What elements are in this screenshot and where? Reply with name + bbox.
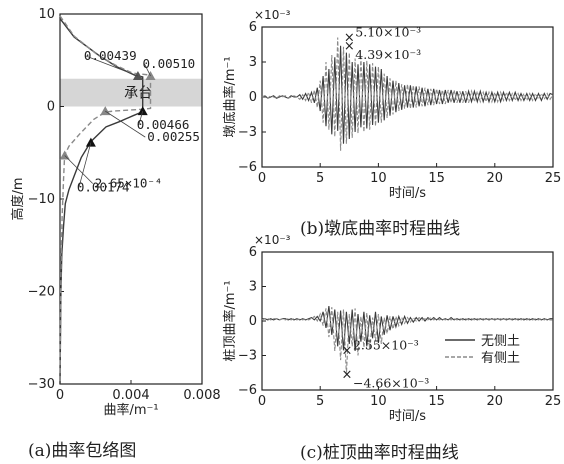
peak-marker-b-1: × (344, 39, 355, 54)
y-axis-label-a: 高度/m (10, 177, 26, 220)
x-tick-label-a: 0 (56, 388, 64, 403)
peak-marker-b-0: × (344, 31, 355, 46)
x-tick-label-c: 0 (258, 394, 266, 409)
curvature-marker-4 (85, 137, 96, 147)
curvature-marker-label-4: 0.00174 (77, 180, 130, 195)
x-axis-label-c: 时间/s (389, 409, 426, 424)
peak-label-b-0: 5.10×10⁻³ (355, 25, 421, 40)
curvature-marker-label-2: 0.00466 (137, 117, 190, 132)
curvature-leader-0 (85, 55, 139, 77)
curvature-marker-label-0: 0.00439 (84, 48, 137, 63)
series-line-a-0 (59, 18, 144, 385)
x-axis-label-a: 曲率/m⁻¹ (103, 402, 158, 418)
y-axis-label-b: 墩底曲率/m⁻¹ (222, 56, 238, 137)
y-tick-label-b: −6 (238, 160, 257, 175)
peak-label-b-1: 4.39×10⁻³ (355, 47, 421, 62)
x-tick-label-a: 0.004 (112, 388, 149, 403)
y-tick-label-c: −3 (238, 349, 257, 364)
peak-marker-c-0: × (342, 343, 353, 358)
cap-band-label: 承台 (124, 86, 152, 102)
peak-label-c-0: 2.55×10⁻³ (353, 337, 419, 352)
x-tick-label-b: 25 (545, 171, 562, 186)
x-tick-label-b: 20 (487, 171, 504, 186)
curvature-marker-label-3: 0.00255 (147, 129, 200, 144)
x-tick-label-c: 10 (370, 394, 387, 409)
x-tick-label-c: 5 (316, 394, 324, 409)
x-tick-label-c: 20 (487, 394, 504, 409)
peak-label-c-1: −4.66×10⁻³ (353, 376, 429, 391)
y-tick-label-a: −30 (28, 377, 55, 392)
y-tick-label-b: 3 (249, 55, 257, 70)
caption-b: (b)墩底曲率时程曲线 (300, 219, 461, 239)
series-line-b-0 (261, 45, 554, 144)
curvature-leader-1 (144, 63, 151, 77)
y-axis-label-c: 桩顶曲率/m⁻¹ (222, 280, 238, 361)
y-tick-label-a: −10 (28, 192, 55, 207)
y-scale-label-b: ×10⁻³ (254, 8, 291, 22)
plot-frame-c (261, 251, 554, 391)
x-axis-label-b: 时间/s (389, 186, 426, 201)
legend-label-1: 有侧土 (481, 351, 520, 366)
curvature-leader-3 (105, 110, 146, 138)
x-tick-label-c: 15 (428, 394, 445, 409)
caption-a: (a)曲率包络图 (28, 441, 137, 461)
curvature-leader-4 (78, 142, 92, 188)
y-tick-label-b: 0 (249, 90, 257, 105)
y-tick-label-a: −20 (28, 285, 55, 300)
x-tick-label-a: 0.008 (183, 388, 220, 403)
x-tick-label-b: 15 (428, 171, 445, 186)
curvature-leader-2 (138, 111, 144, 126)
y-tick-label-a: 10 (38, 7, 55, 22)
caption-c: (c)桩顶曲率时程曲线 (300, 443, 459, 463)
y-tick-label-c: 3 (249, 280, 257, 295)
x-tick-label-b: 0 (258, 171, 266, 186)
y-scale-label-c: ×10⁻³ (254, 233, 291, 247)
y-tick-label-c: 0 (249, 314, 257, 329)
y-tick-label-b: 6 (249, 20, 257, 35)
y-tick-label-a: 0 (47, 100, 55, 115)
y-tick-label-c: 6 (249, 245, 257, 260)
x-tick-label-b: 10 (370, 171, 387, 186)
x-tick-label-b: 5 (316, 171, 324, 186)
x-tick-label-c: 25 (545, 394, 562, 409)
peak-marker-c-1: × (342, 368, 353, 383)
curvature-leader-5 (64, 155, 93, 184)
curvature-marker-5 (59, 150, 70, 160)
series-line-c-1 (261, 307, 553, 375)
y-tick-label-b: −3 (238, 125, 257, 140)
curvature-marker-label-5: 2.65×10⁻⁴ (95, 176, 163, 191)
curvature-marker-label-1: 0.00510 (143, 56, 196, 71)
cap-band (60, 78, 202, 107)
curvature-marker-0 (132, 70, 143, 80)
y-tick-label-c: −6 (238, 383, 257, 398)
series-line-a-1 (59, 15, 152, 385)
legend-label-0: 无侧土 (481, 334, 520, 349)
curvature-marker-2 (137, 106, 148, 116)
